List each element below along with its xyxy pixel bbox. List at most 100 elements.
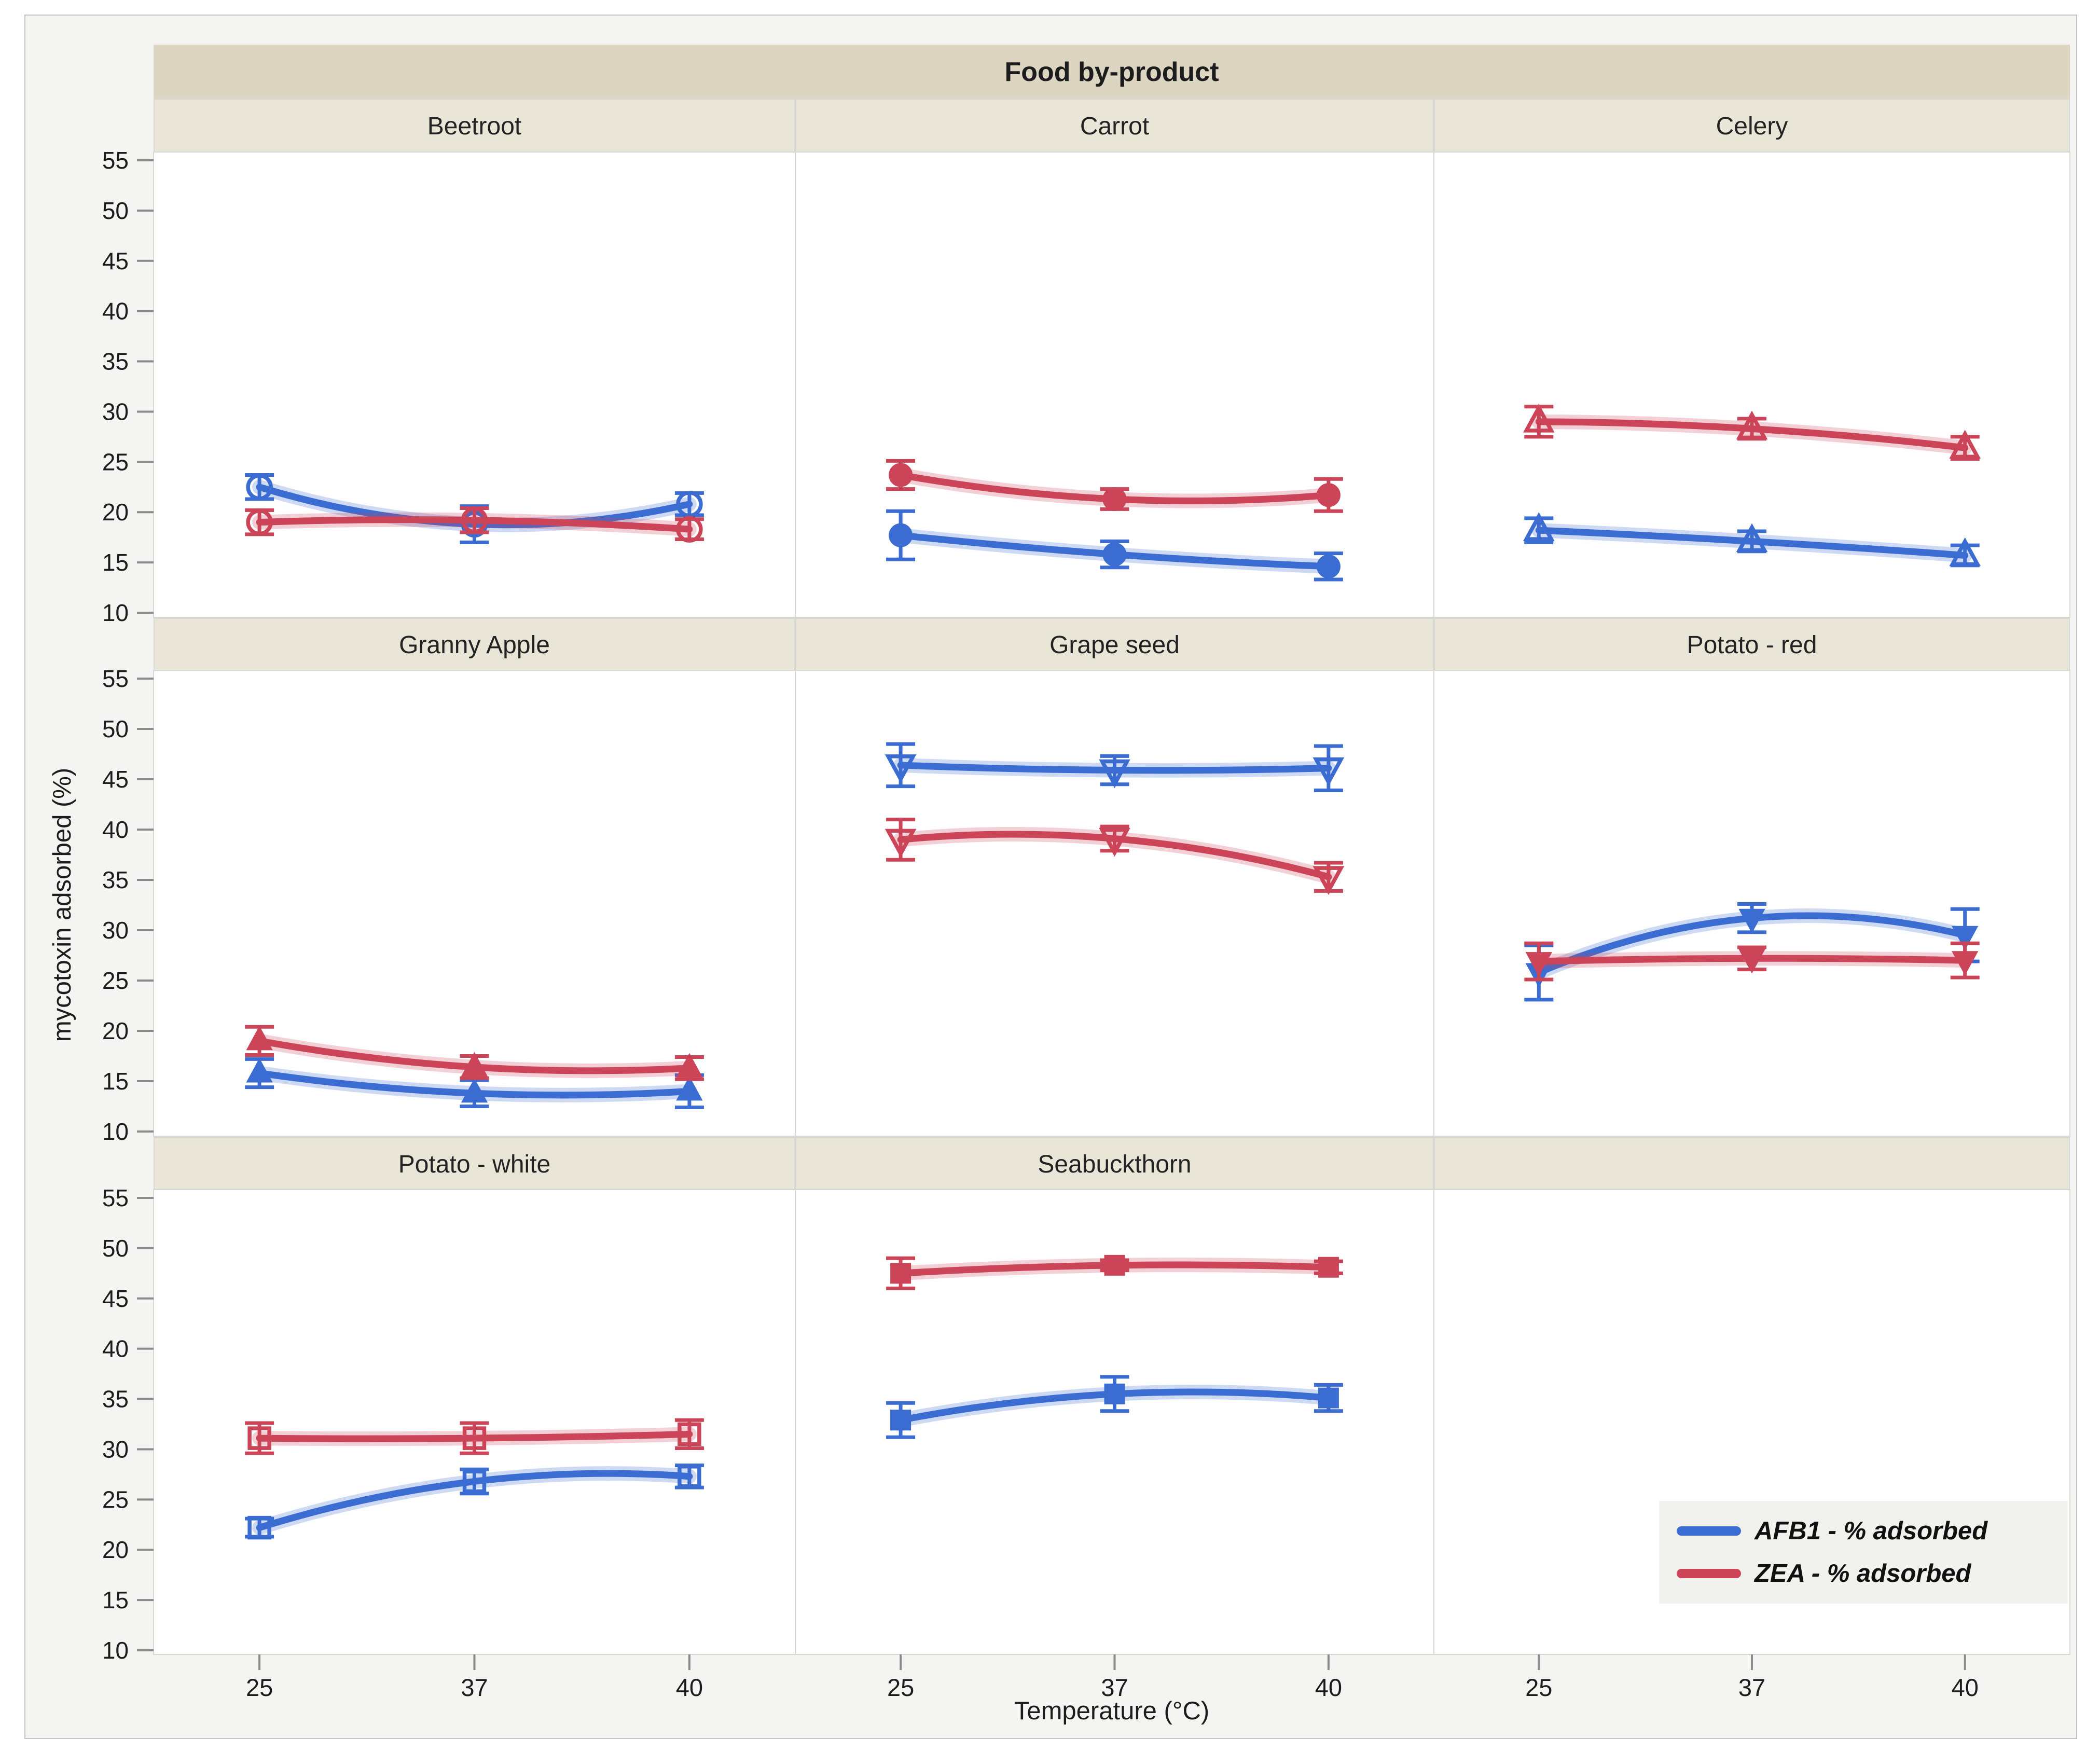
facet-title-strip <box>1434 618 2070 671</box>
y-tick-label: 10 <box>102 1118 129 1145</box>
afb1-marker <box>1949 537 1981 567</box>
facet-grape-seed <box>885 742 1345 895</box>
afb1-marker <box>1099 759 1130 789</box>
zea-marker <box>1738 949 1765 974</box>
zea-marker <box>676 1053 703 1078</box>
facet-title: Seabuckthorn <box>1038 1151 1191 1178</box>
zea-marker <box>246 1026 273 1051</box>
facet-carrot <box>886 459 1343 582</box>
facet-title-strip <box>154 618 795 671</box>
zea-marker <box>1525 952 1552 977</box>
y-tick-label: 20 <box>102 499 129 526</box>
y-tick-label: 25 <box>102 967 129 994</box>
facet-title: Grape seed <box>1049 631 1180 659</box>
facet-header-band <box>154 45 2070 99</box>
zea-marker <box>889 463 913 487</box>
zea-marker <box>1736 410 1768 440</box>
y-tick-label: 45 <box>102 766 129 793</box>
facet-title-strip <box>154 1137 795 1190</box>
facet-granny-apple <box>245 1025 704 1109</box>
y-tick-label: 45 <box>102 1285 129 1312</box>
facet-title: Beetroot <box>427 113 521 140</box>
y-tick-label: 10 <box>102 599 129 626</box>
zea-line-swatch <box>1677 1569 1741 1578</box>
facet-title: Carrot <box>1080 113 1149 140</box>
facet-panel <box>795 670 1434 1137</box>
afb1-marker <box>889 523 913 547</box>
facet-title: Celery <box>1716 113 1788 140</box>
y-tick-label: 55 <box>102 1184 129 1211</box>
zea-marker <box>678 1422 701 1446</box>
zea-fit-line <box>1535 418 1969 451</box>
facet-beetroot <box>245 473 704 544</box>
zea-marker <box>1316 483 1341 507</box>
y-tick-label: 25 <box>102 1486 129 1513</box>
x-tick-label: 40 <box>676 1674 703 1701</box>
facet-title-strip <box>795 99 1434 153</box>
x-tick-label: 37 <box>1738 1674 1765 1701</box>
facet-title-strip <box>1434 1137 2070 1190</box>
zea-fit-line <box>897 831 1332 880</box>
facet-title: Potato - white <box>398 1151 550 1178</box>
afb1-marker <box>676 490 703 518</box>
y-tick-label: 25 <box>102 448 129 475</box>
afb1-marker <box>247 1515 271 1540</box>
afb1-marker <box>885 754 917 783</box>
legend-entry-zea: ZEA - % adsorbed <box>1677 1559 2068 1588</box>
y-tick-label: 30 <box>102 398 129 425</box>
afb1-line-swatch <box>1677 1526 1741 1536</box>
zea-marker <box>1099 827 1130 857</box>
facet-title: Granny Apple <box>399 631 550 659</box>
zea-marker <box>461 506 488 534</box>
y-tick-label: 35 <box>102 348 129 375</box>
zea-marker <box>890 1263 911 1284</box>
legend-label-afb1: AFB1 - % adsorbed <box>1754 1517 1988 1545</box>
zea-marker <box>1104 1254 1125 1276</box>
x-tick-label: 40 <box>1952 1674 1979 1701</box>
x-tick-label: 40 <box>1315 1674 1342 1701</box>
facet-header-title: Food by-product <box>1004 57 1219 87</box>
zea-marker <box>1952 951 1979 976</box>
afb1-marker <box>1104 1383 1125 1404</box>
zea-marker <box>247 1426 271 1450</box>
afb1-marker <box>1316 554 1341 578</box>
facet-celery <box>1523 403 1981 568</box>
zea-marker <box>1102 487 1127 512</box>
afb1-marker <box>461 1078 488 1103</box>
afb1-marker <box>890 1410 911 1431</box>
afb1-marker <box>676 1076 703 1101</box>
y-tick-label: 15 <box>102 1587 129 1613</box>
afb1-marker <box>1952 926 1979 950</box>
afb1-fit-line <box>256 1470 693 1532</box>
y-tick-label: 40 <box>102 816 129 843</box>
afb1-marker <box>678 1465 701 1488</box>
legend: AFB1 - % adsorbed ZEA - % adsorbed <box>1659 1501 2068 1604</box>
facet-title-strip <box>795 618 1434 671</box>
zea-marker <box>676 516 703 543</box>
legend-label-zea: ZEA - % adsorbed <box>1754 1560 1971 1588</box>
afb1-marker <box>1738 908 1765 933</box>
legend-entry-afb1: AFB1 - % adsorbed <box>1677 1516 2068 1546</box>
zea-marker <box>1523 403 1555 433</box>
y-tick-label: 10 <box>102 1637 129 1664</box>
y-tick-label: 50 <box>102 715 129 742</box>
facet-potato-white <box>245 1418 704 1540</box>
zea-marker <box>246 508 273 536</box>
afb1-fit-line <box>1535 527 1969 559</box>
afb1-marker <box>246 1058 273 1083</box>
zea-marker <box>1949 430 1981 459</box>
y-tick-label: 15 <box>102 549 129 576</box>
x-tick-label: 37 <box>1101 1674 1128 1701</box>
afb1-marker <box>1312 757 1345 787</box>
y-tick-label: 40 <box>102 1335 129 1362</box>
y-tick-label: 30 <box>102 917 129 944</box>
y-tick-label: 50 <box>102 197 129 224</box>
x-axis-title: Temperature (°C) <box>1014 1697 1210 1725</box>
zea-fit-line <box>256 516 693 533</box>
x-tick-label: 25 <box>246 1674 273 1701</box>
y-tick-label: 55 <box>102 147 129 174</box>
facet-seabuckthorn <box>886 1254 1343 1439</box>
x-tick-label: 37 <box>461 1674 488 1701</box>
afb1-marker <box>462 1469 487 1494</box>
